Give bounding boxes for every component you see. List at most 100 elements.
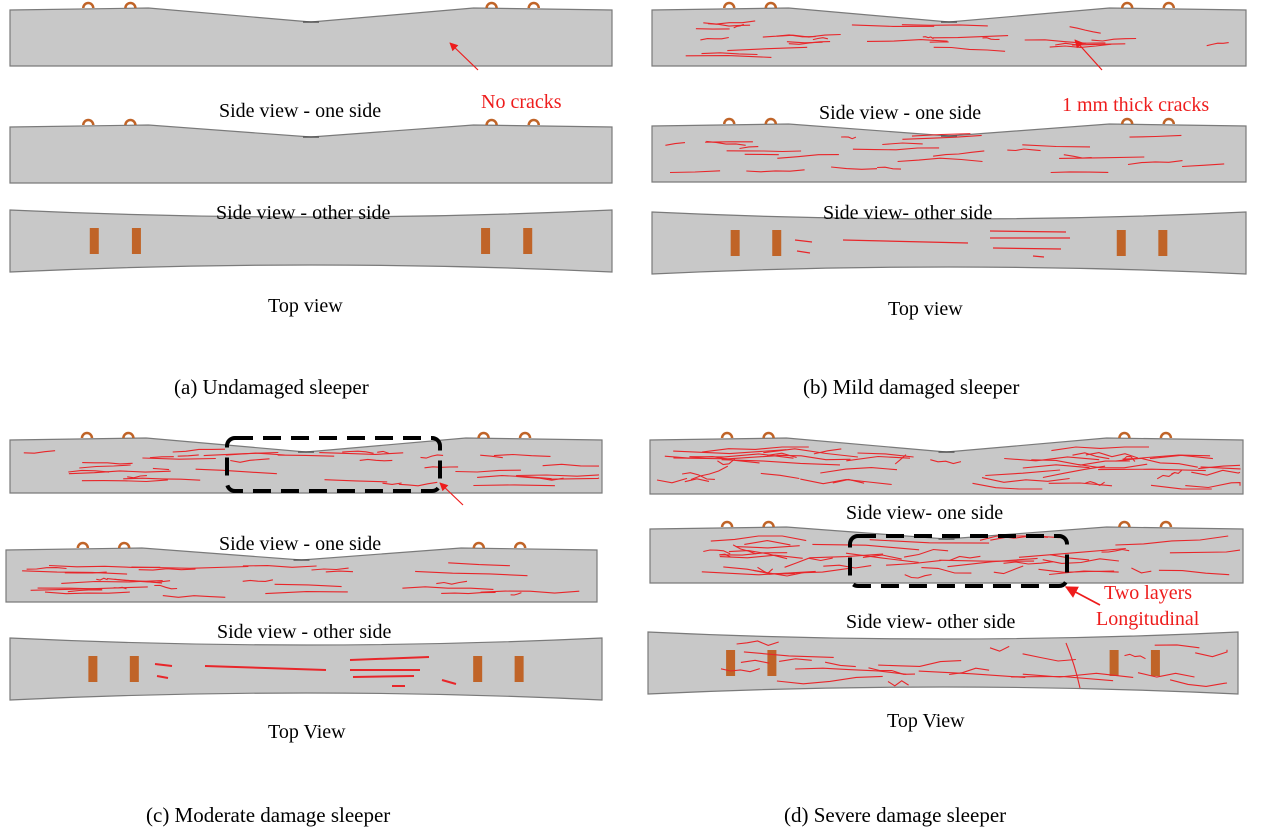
crack-line [549, 477, 600, 480]
crack-line [869, 539, 990, 544]
crack-line [156, 675, 169, 679]
crack-line [1131, 567, 1152, 574]
panel-d-side-view-other-side-label: Side view- other side [846, 611, 1016, 633]
crack-line [933, 46, 1006, 52]
fastener-icon [722, 1, 736, 9]
crack-line [882, 142, 923, 146]
panel-b-crack-thickness-annotation: 1 mm thick cracks [1062, 94, 1210, 116]
crack-line [203, 451, 279, 457]
crack-line [1091, 37, 1137, 42]
central-crack-pointer-arrow [439, 482, 464, 506]
crack-line [311, 567, 349, 571]
crack-lines [656, 446, 1241, 490]
crack-line [1022, 144, 1091, 148]
crack-line [701, 446, 809, 453]
panel-c-caption: (c) Moderate damage sleeper [146, 803, 391, 827]
crack-line [656, 477, 688, 484]
crack-line [441, 591, 496, 595]
crack-line [726, 150, 802, 153]
crack-line [721, 459, 841, 466]
crack-line [1154, 644, 1200, 649]
crack-line [972, 482, 1043, 490]
crack-line [37, 587, 102, 590]
crack-line [274, 583, 342, 588]
panel-b-side-view-other-side-label: Side view- other side [823, 202, 993, 224]
fastener-icon [472, 541, 486, 549]
crack-line [809, 553, 884, 559]
crack-line [989, 230, 1067, 233]
crack-line [123, 477, 201, 481]
crack-line [720, 668, 760, 673]
crack-line [1003, 561, 1054, 565]
crack-line [1156, 471, 1176, 480]
crack-line [96, 577, 108, 581]
rail-seat-pad-icon [131, 228, 141, 254]
crack-line [177, 454, 199, 457]
crack-line [933, 150, 985, 157]
crack-line [1038, 568, 1115, 573]
crack-line [448, 562, 510, 567]
crack-line [1171, 469, 1183, 475]
crack-line [744, 540, 791, 546]
fastener-icon [485, 1, 498, 9]
fastener-icon [124, 118, 137, 126]
crack-line [242, 579, 274, 582]
crack-line [894, 454, 907, 465]
crack-line [142, 457, 216, 460]
sleeper-side-body [649, 437, 1244, 495]
crack-lines [720, 640, 1228, 687]
crack-line [106, 578, 163, 584]
crack-line [985, 469, 1061, 477]
crack-line [1085, 481, 1105, 487]
crack-line [701, 570, 816, 576]
crack-line [325, 570, 354, 573]
crack-line [949, 667, 990, 676]
fastener-icon [764, 117, 778, 125]
sleeper-top-body [9, 209, 613, 273]
panel-c-top-view [9, 637, 603, 701]
crack-line [1032, 255, 1045, 258]
crack-line [1007, 148, 1041, 152]
fastener-icon [485, 118, 498, 126]
highlight-box-two-layer-crack [848, 534, 1069, 588]
fastener-icon [1162, 1, 1176, 9]
crack-line [1049, 570, 1119, 576]
crack-line [44, 591, 130, 595]
fastener-icon [122, 431, 135, 439]
crack-line [717, 458, 736, 466]
rail-seat-pad-icon [767, 650, 777, 676]
crack-line [377, 450, 390, 454]
fastener-icon [513, 541, 527, 549]
crack-line [1011, 675, 1114, 682]
crack-line [673, 449, 787, 455]
fastener-icon [720, 520, 734, 528]
crack-line [420, 454, 444, 459]
no-cracks-pointer-arrow [449, 42, 479, 71]
crack-line [1018, 547, 1126, 558]
rail-seat-pad-icon [1158, 230, 1168, 256]
crack-line [480, 590, 580, 594]
fastener-icon [1118, 431, 1131, 439]
crack-line [1072, 452, 1110, 460]
crack-line [1050, 171, 1109, 174]
crack-line [455, 469, 521, 473]
crack-line [930, 459, 962, 465]
crack-line [685, 55, 772, 58]
crack-line [981, 477, 1070, 483]
crack-line [932, 35, 1009, 39]
crack-line [878, 660, 962, 667]
sleeper-side-body [9, 124, 613, 184]
crack-line [1085, 452, 1139, 459]
panel-a-caption: (a) Undamaged sleeper [174, 375, 369, 399]
crack-line [990, 535, 1060, 541]
crack-line [669, 170, 721, 174]
crack-line [23, 450, 56, 454]
crack-thickness-pointer-arrow [1074, 39, 1103, 71]
rail-seat-pad-icon [88, 656, 98, 682]
rail-seat-pad-icon [129, 656, 139, 682]
crack-line [154, 663, 173, 667]
crack-line [79, 464, 131, 469]
crack-line [324, 479, 388, 483]
fastener-icon [764, 1, 778, 9]
crack-line [1042, 558, 1119, 564]
